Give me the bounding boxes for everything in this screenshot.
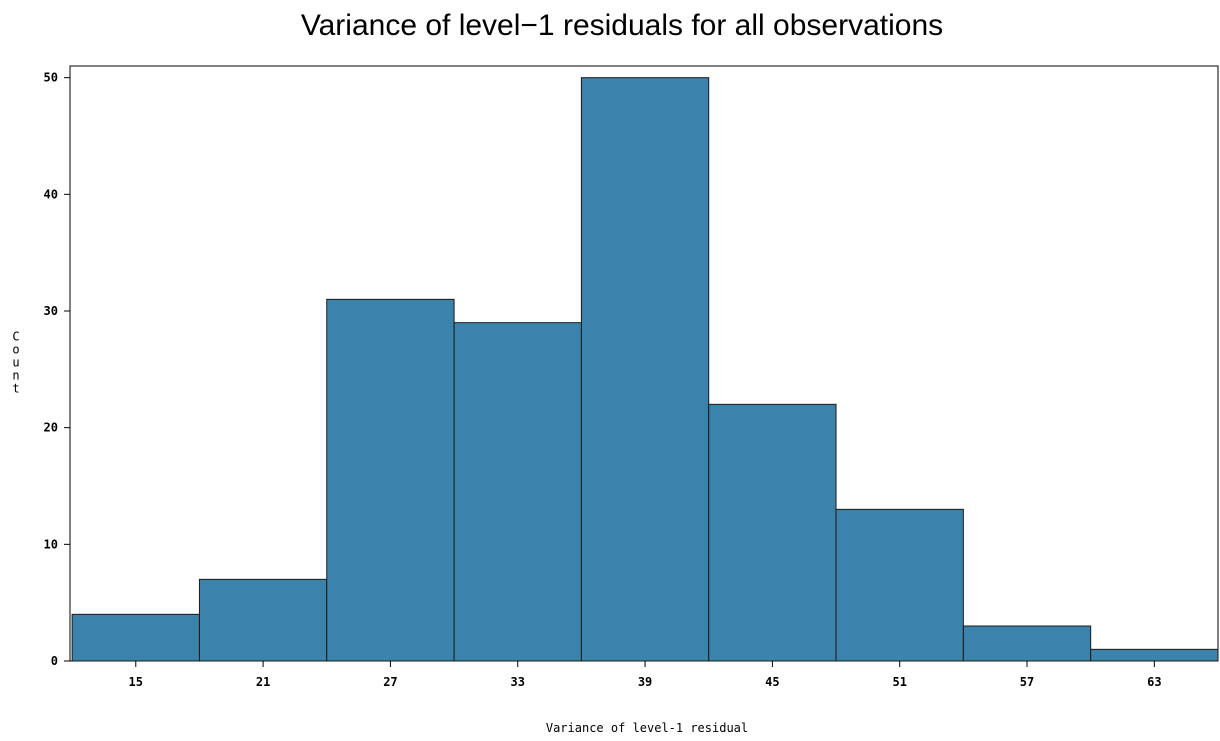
x-tick-label: 39 bbox=[638, 675, 652, 689]
x-axis-label: Variance of level-1 residual bbox=[546, 721, 748, 735]
y-axis: 0 10 20 30 40 50 bbox=[44, 71, 70, 668]
chart-title: Variance of level−1 residuals for all ob… bbox=[301, 9, 943, 42]
y-axis-label-char: o bbox=[12, 343, 19, 357]
bar-51 bbox=[835, 508, 964, 662]
x-tick-label: 51 bbox=[892, 675, 906, 689]
x-tick-label: 63 bbox=[1147, 675, 1161, 689]
y-tick-label: 0 bbox=[51, 654, 58, 668]
y-tick-label: 20 bbox=[44, 421, 58, 435]
bar-15 bbox=[71, 613, 200, 662]
bars-group bbox=[71, 77, 1219, 662]
x-tick-label: 15 bbox=[129, 675, 143, 689]
x-tick-label: 45 bbox=[765, 675, 779, 689]
bar-39 bbox=[580, 77, 710, 662]
y-tick-label: 50 bbox=[44, 71, 58, 85]
x-tick-label: 27 bbox=[383, 675, 397, 689]
y-axis-label-char: t bbox=[12, 382, 19, 396]
bar-33 bbox=[453, 322, 582, 662]
x-axis: 15 21 27 33 39 45 51 57 63 bbox=[129, 661, 1162, 689]
y-axis-label-char: u bbox=[12, 356, 19, 370]
bar-45 bbox=[708, 403, 837, 662]
y-axis-label-char: C bbox=[12, 330, 19, 344]
bar-21 bbox=[198, 578, 328, 662]
bar-63 bbox=[1090, 648, 1219, 662]
y-tick-label: 40 bbox=[44, 187, 58, 201]
bar-27 bbox=[326, 298, 455, 662]
bar-57 bbox=[962, 625, 1092, 662]
x-tick-label: 57 bbox=[1020, 675, 1034, 689]
y-tick-label: 30 bbox=[44, 304, 58, 318]
x-tick-label: 21 bbox=[256, 675, 270, 689]
x-tick-label: 33 bbox=[511, 675, 525, 689]
y-tick-label: 10 bbox=[44, 537, 58, 551]
y-axis-label-char: n bbox=[12, 369, 19, 383]
